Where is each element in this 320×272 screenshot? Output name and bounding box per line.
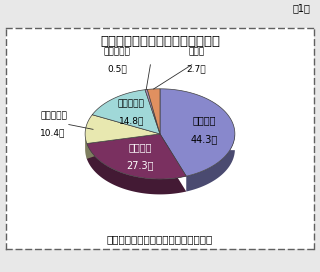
Polygon shape (87, 134, 186, 194)
Text: 10.4％: 10.4％ (40, 128, 65, 137)
Polygon shape (85, 134, 160, 159)
Text: 0.5％: 0.5％ (107, 64, 127, 73)
Polygon shape (92, 90, 160, 134)
Text: 不法投棄: 不法投棄 (192, 115, 216, 125)
Text: リサイクル: リサイクル (118, 99, 145, 108)
Polygon shape (147, 89, 160, 134)
Text: （県政モニターアンケート結果より）: （県政モニターアンケート結果より） (107, 234, 213, 244)
Text: 14.8％: 14.8％ (119, 117, 144, 126)
Polygon shape (160, 134, 235, 191)
Polygon shape (160, 89, 235, 176)
Text: 大気汚染: 大気汚染 (129, 142, 152, 152)
Text: わからない: わからない (103, 47, 130, 56)
Polygon shape (85, 115, 160, 144)
Text: 図1］: 図1］ (292, 3, 310, 13)
Text: 2.7％: 2.7％ (187, 64, 206, 73)
Text: 27.3％: 27.3％ (126, 160, 154, 171)
Text: その他: その他 (188, 47, 204, 56)
Text: 最終処分場: 最終処分場 (40, 112, 67, 121)
Polygon shape (145, 89, 160, 134)
Text: 【最も気になる産業廃棄物問題】: 【最も気になる産業廃棄物問題】 (100, 35, 220, 48)
Text: 44.3％: 44.3％ (191, 134, 218, 144)
Polygon shape (87, 134, 186, 179)
